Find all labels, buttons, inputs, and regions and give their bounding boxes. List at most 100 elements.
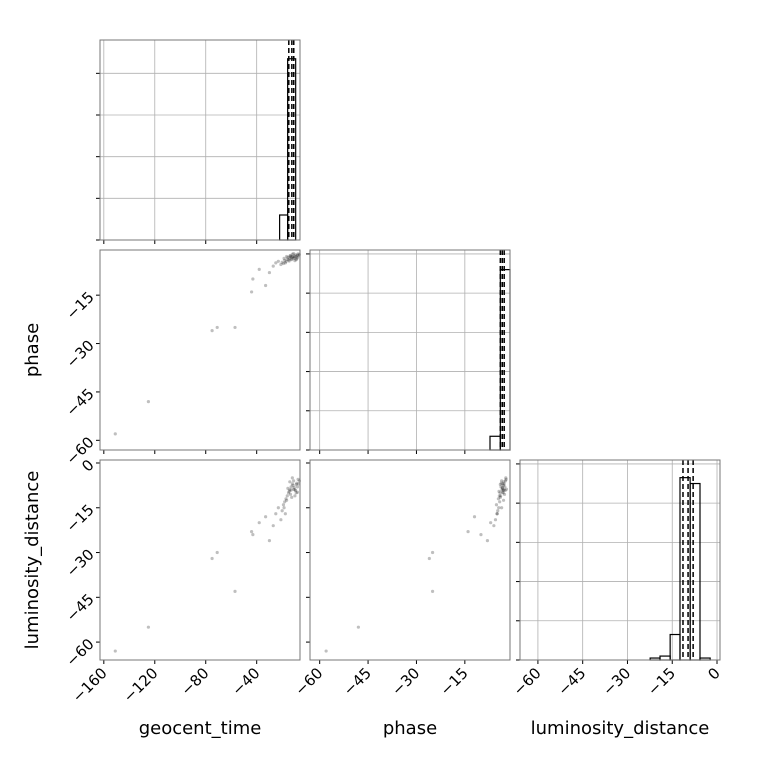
sample-point [113,649,117,653]
histogram-bar [279,214,289,241]
y-axis-title: luminosity_distance [22,471,43,650]
sample-point [251,277,255,281]
sample-point [264,283,268,288]
sample-point [500,490,505,494]
sample-point [233,589,237,593]
y-tick-label: −30 [63,336,98,371]
sample-point [290,255,294,259]
sample-point [324,649,328,653]
sample-point [287,259,291,263]
panel-frame [519,459,721,661]
x-tick-label: 0 [704,664,723,683]
sample-point [284,260,288,264]
x-tick-label: −45 [554,664,589,699]
sample-point [497,506,501,510]
sample-point [292,256,296,260]
sample-point [296,477,300,482]
sample-point [501,498,506,502]
panel-frame [99,39,301,241]
sample-point [279,262,283,267]
sample-point [289,485,293,489]
sample-point [285,257,289,261]
y-tick-label: −45 [63,385,98,420]
y-tick-label: −15 [63,288,98,323]
sample-point [503,479,508,483]
sample-point [292,485,296,490]
sample-point [496,497,500,501]
sample-point [113,432,117,436]
sample-point [288,492,293,496]
histogram-bar [669,633,681,661]
sample-point [249,530,254,534]
sample-point [497,494,501,498]
y-tick-label: −60 [63,635,98,670]
sample-point [502,492,507,496]
sample-point [292,251,296,256]
sample-point [296,252,300,256]
panel-frame [99,459,301,661]
histogram-bar [689,482,701,661]
sample-point [502,480,506,484]
sample-point [285,498,289,502]
sample-point [293,488,298,493]
sample-point [274,512,278,516]
sample-point [500,506,504,510]
sample-point [498,500,502,504]
sample-point [215,325,219,330]
x-tick-label: −30 [388,664,423,699]
sample-point [291,483,295,487]
sample-point [267,538,272,543]
sample-point [503,485,507,489]
y-tick-label: −45 [63,590,98,625]
sample-point [293,253,298,257]
sample-point [498,482,502,487]
x-axis-title: luminosity_distance [531,718,710,739]
sample-point [295,253,300,257]
sample-point [210,329,214,333]
sample-point [276,259,280,263]
sample-point [286,255,290,260]
sample-point [498,491,502,495]
x-axis-title: phase [383,718,437,739]
sample-point [504,487,509,491]
sample-point [293,488,297,492]
sample-point [503,488,507,493]
y-tick-label: −15 [63,501,98,536]
sample-point [293,254,297,258]
x-axis-title: geocent_time [139,718,262,739]
sample-point [501,491,505,495]
sample-point [280,509,284,513]
y-axis-title: phase [22,323,43,377]
x-tick-label: −120 [120,664,162,706]
sample-point [290,482,294,486]
sample-point [427,556,431,561]
sample-point [281,261,286,266]
x-tick-label: −60 [510,664,545,699]
sample-point [501,483,506,487]
sample-point [285,494,289,498]
sample-point [498,495,502,499]
sample-point [289,257,293,261]
sample-point [500,488,504,492]
sample-point [264,515,268,519]
sample-point [294,255,298,259]
x-tick-label: −15 [437,664,472,699]
sample-point [485,538,490,543]
panel-frame [309,249,511,451]
histogram-bar [489,435,501,451]
histogram-bar [659,655,671,661]
sample-point [249,290,254,294]
y-tick-label: −30 [63,545,98,580]
sample-point [295,485,300,489]
sample-point [502,482,506,486]
x-tick-label: −40 [228,664,263,699]
sample-point [288,480,292,484]
sample-point [496,509,500,513]
sample-point [285,254,289,259]
sample-point [289,488,293,492]
panel-frame [99,249,301,451]
sample-point [472,515,477,519]
sample-point [492,524,496,528]
x-tick-label: −15 [644,664,679,699]
